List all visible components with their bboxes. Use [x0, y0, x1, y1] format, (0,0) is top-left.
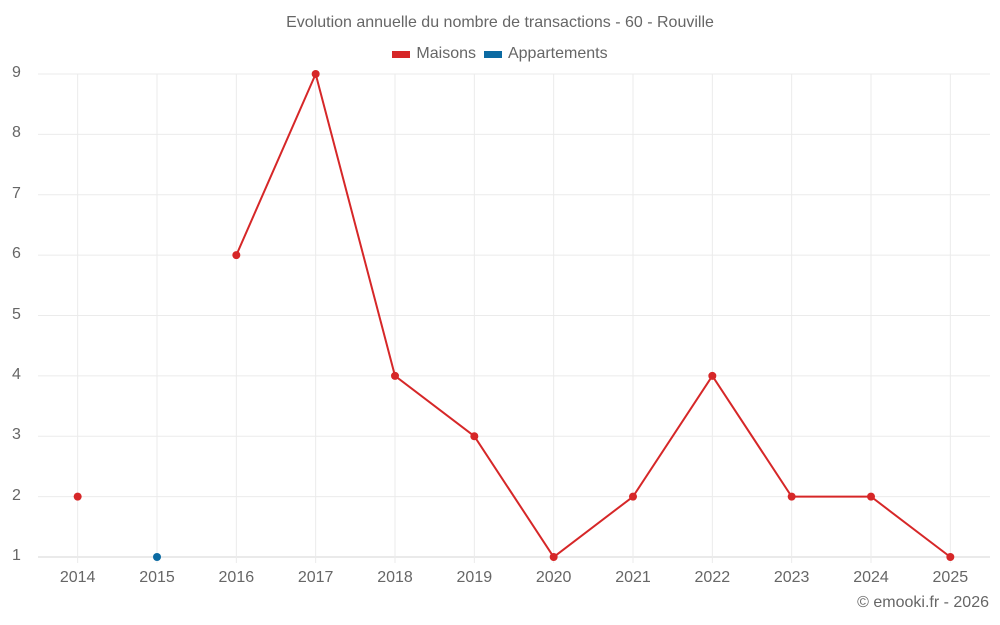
x-tick-label: 2018	[377, 569, 413, 586]
data-point-maisons[interactable]	[867, 492, 875, 501]
y-tick-label: 5	[12, 305, 21, 323]
data-point-maisons[interactable]	[73, 492, 82, 501]
gridlines	[38, 73, 990, 563]
legend-swatch-appartements	[483, 50, 502, 58]
x-tick-label: 2016	[218, 569, 255, 586]
x-tick-label: 2023	[773, 569, 810, 586]
legend-label-appartements: Appartements	[507, 45, 608, 62]
y-tick-label: 7	[12, 184, 21, 202]
x-tick-label: 2025	[932, 569, 969, 586]
data-point-maisons[interactable]	[629, 492, 637, 501]
x-tick-label: 2024	[853, 569, 889, 586]
y-tick-label: 9	[12, 64, 21, 81]
legend-item-maisons[interactable]: Maisons	[392, 45, 476, 63]
legend-item-appartements[interactable]: Appartements	[483, 45, 608, 63]
y-tick-label: 6	[12, 245, 21, 263]
credit-text: © emooki.fr - 2026	[857, 594, 989, 611]
series-line-maisons	[235, 70, 951, 559]
data-point-maisons[interactable]	[391, 371, 399, 380]
data-point-maisons[interactable]	[470, 432, 479, 441]
data-point-appartements[interactable]	[153, 553, 161, 561]
x-tick-label: 2014	[59, 569, 96, 586]
x-tick-label: 2017	[297, 569, 334, 586]
x-tick-label: 2019	[456, 569, 493, 586]
x-tick-label: 2015	[139, 569, 175, 586]
legend-swatch-maisons	[392, 50, 411, 58]
series-layer	[73, 70, 955, 561]
legend-label-maisons: Maisons	[416, 45, 476, 62]
x-tick-label: 2020	[535, 569, 572, 586]
y-tick-label: 4	[12, 365, 21, 383]
y-tick-label: 8	[12, 124, 21, 142]
data-point-maisons[interactable]	[787, 492, 796, 501]
data-point-maisons[interactable]	[946, 553, 955, 561]
y-tick-label: 2	[12, 486, 21, 504]
y-tick-label: 1	[12, 547, 21, 564]
data-point-maisons[interactable]	[549, 553, 558, 561]
y-tick-label: 3	[12, 426, 21, 444]
data-point-maisons[interactable]	[708, 371, 717, 380]
data-point-maisons[interactable]	[311, 70, 320, 78]
legend: Maisons Appartements	[0, 45, 1000, 63]
x-tick-label: 2022	[694, 569, 731, 586]
chart-title: Evolution annuelle du nombre de transact…	[286, 14, 714, 31]
x-tick-label: 2021	[615, 569, 651, 586]
data-point-maisons[interactable]	[232, 251, 241, 260]
